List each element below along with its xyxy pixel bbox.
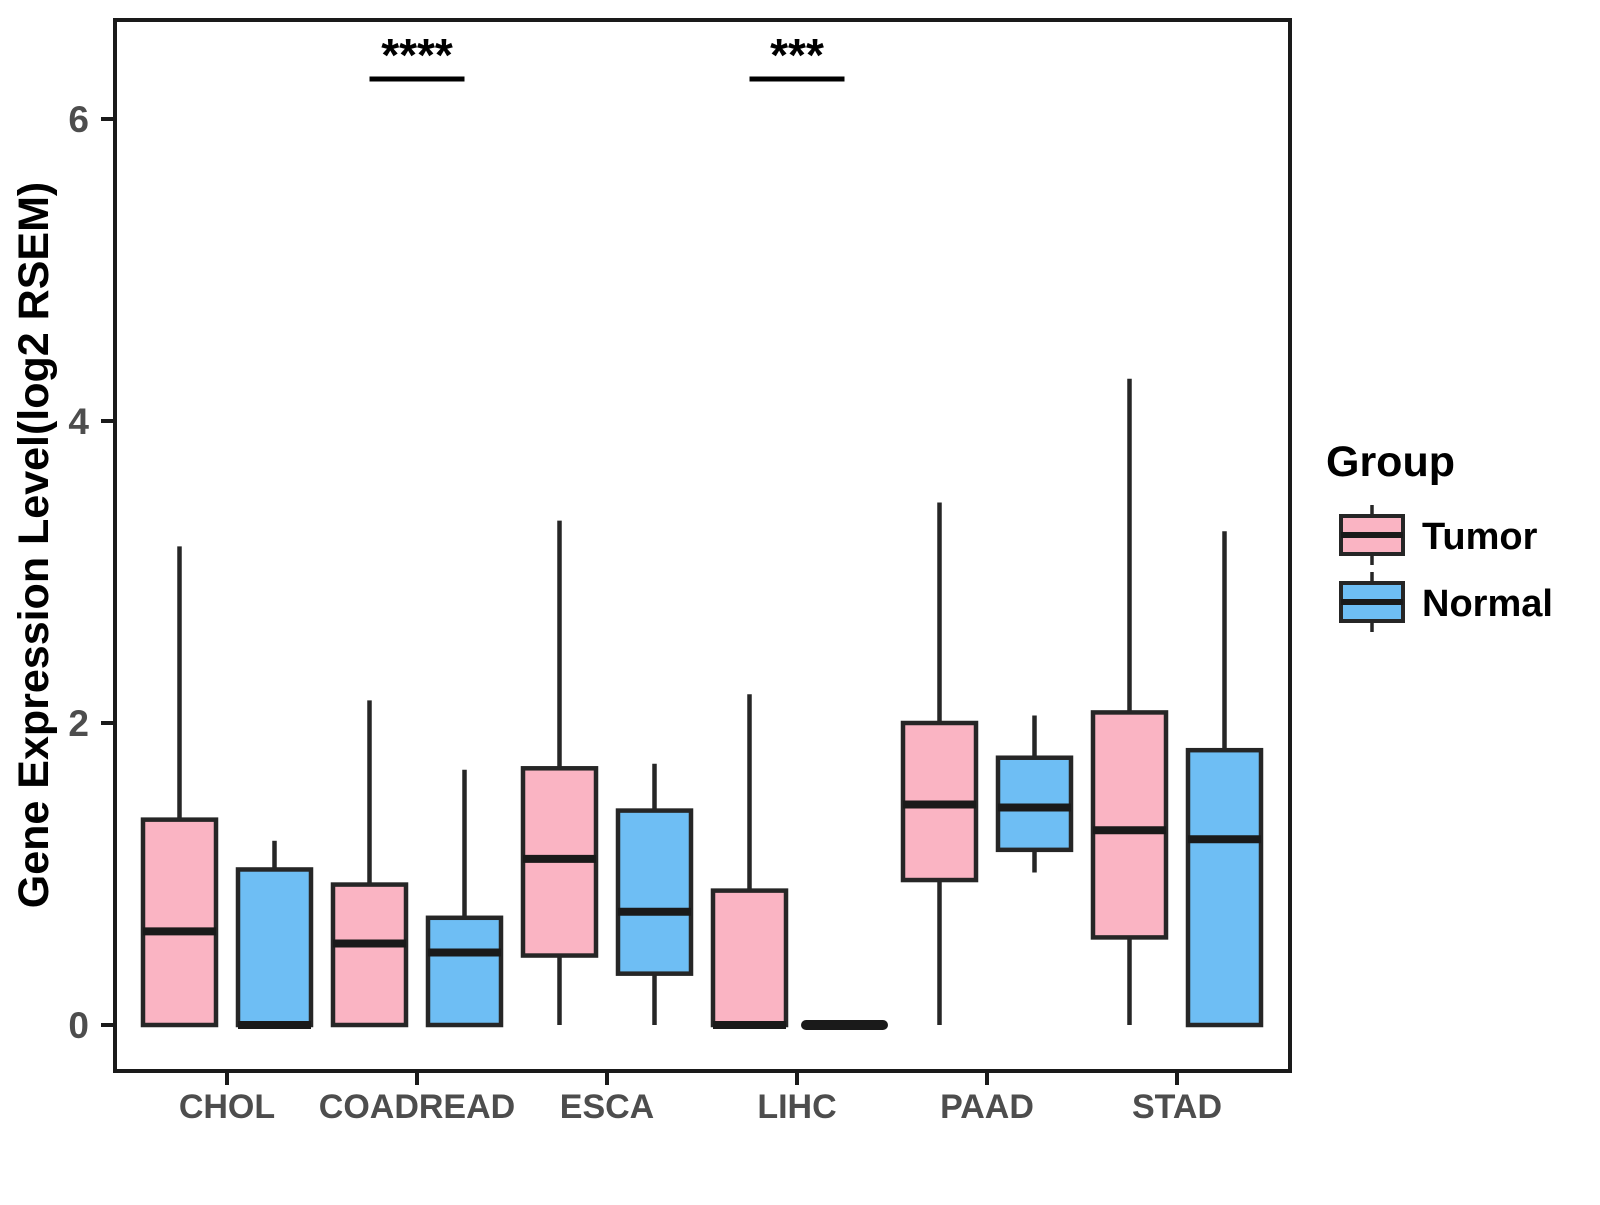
x-tick-label-LIHC: LIHC xyxy=(757,1088,836,1126)
box-CHOL-normal xyxy=(235,867,314,1028)
box-LIHC-tumor xyxy=(710,888,789,1028)
x-tick-label-PAAD: PAAD xyxy=(940,1088,1034,1126)
legend-key-tumor xyxy=(1339,505,1405,565)
y-tick-label: 4 xyxy=(68,401,89,442)
legend-label-normal: Normal xyxy=(1422,583,1553,625)
legend-key-normal xyxy=(1339,572,1405,632)
legend-label-tumor: Tumor xyxy=(1422,516,1538,558)
box-STAD-normal xyxy=(1185,747,1264,1028)
y-axis-title: Gene Expression Level(log2 RSEM) xyxy=(10,182,58,908)
x-tick-label-COADREAD: COADREAD xyxy=(319,1088,515,1126)
x-tick-label-CHOL: CHOL xyxy=(179,1088,275,1126)
box-COADREAD-normal xyxy=(425,915,504,1028)
box-CHOL-tumor xyxy=(140,817,219,1028)
panel-border xyxy=(113,18,1292,1073)
x-tick-label-STAD: STAD xyxy=(1132,1088,1222,1126)
y-tick-label: 6 xyxy=(68,99,89,140)
y-tick-label: 2 xyxy=(68,703,89,744)
y-tick-label: 0 xyxy=(68,1005,89,1046)
box-ESCA-normal xyxy=(615,808,694,976)
significance-stars-LIHC: *** xyxy=(770,29,824,81)
x-tick-label-ESCA: ESCA xyxy=(560,1088,654,1126)
legend-title: Group xyxy=(1326,438,1455,486)
box-COADREAD-tumor xyxy=(330,882,409,1028)
box-STAD-tumor xyxy=(1090,710,1169,940)
legend: Group Tumor Normal xyxy=(1326,438,1553,632)
significance-stars-COADREAD: **** xyxy=(381,29,453,81)
